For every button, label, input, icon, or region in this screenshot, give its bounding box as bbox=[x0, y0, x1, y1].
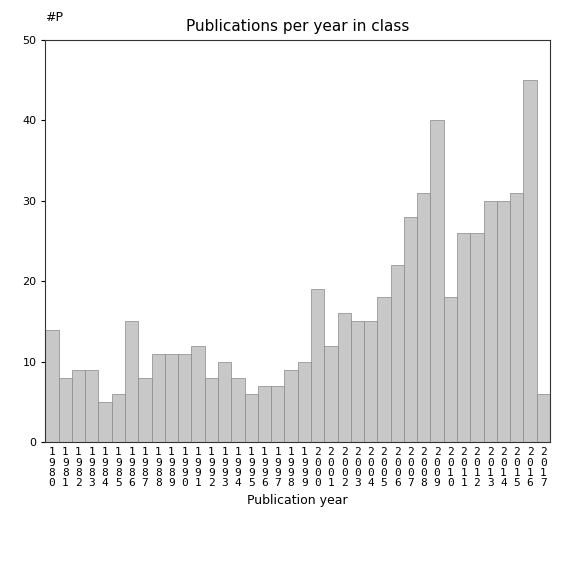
Bar bbox=[138, 378, 151, 442]
Bar bbox=[444, 297, 457, 442]
Bar bbox=[298, 362, 311, 442]
Bar bbox=[58, 378, 72, 442]
Bar bbox=[205, 378, 218, 442]
Bar bbox=[45, 329, 58, 442]
Bar bbox=[364, 321, 378, 442]
Bar bbox=[337, 314, 351, 442]
Bar bbox=[497, 201, 510, 442]
Bar bbox=[470, 233, 484, 442]
Bar bbox=[151, 354, 165, 442]
Bar bbox=[510, 193, 523, 442]
Bar bbox=[178, 354, 192, 442]
Bar bbox=[311, 289, 324, 442]
Bar bbox=[231, 378, 244, 442]
Bar bbox=[523, 80, 537, 442]
Bar bbox=[192, 346, 205, 442]
Bar bbox=[351, 321, 364, 442]
Bar bbox=[285, 370, 298, 442]
Bar bbox=[537, 394, 550, 442]
Bar bbox=[391, 265, 404, 442]
Bar bbox=[72, 370, 85, 442]
Text: #P: #P bbox=[45, 11, 64, 24]
Bar bbox=[244, 394, 258, 442]
Bar bbox=[457, 233, 470, 442]
Bar bbox=[112, 394, 125, 442]
Bar bbox=[417, 193, 430, 442]
Title: Publications per year in class: Publications per year in class bbox=[186, 19, 409, 35]
Bar bbox=[99, 402, 112, 442]
X-axis label: Publication year: Publication year bbox=[247, 494, 348, 507]
Bar bbox=[258, 386, 271, 442]
Bar bbox=[165, 354, 178, 442]
Bar bbox=[271, 386, 285, 442]
Bar bbox=[404, 217, 417, 442]
Bar bbox=[85, 370, 99, 442]
Bar bbox=[484, 201, 497, 442]
Bar bbox=[378, 297, 391, 442]
Bar bbox=[218, 362, 231, 442]
Bar bbox=[324, 346, 337, 442]
Bar bbox=[125, 321, 138, 442]
Bar bbox=[430, 120, 444, 442]
